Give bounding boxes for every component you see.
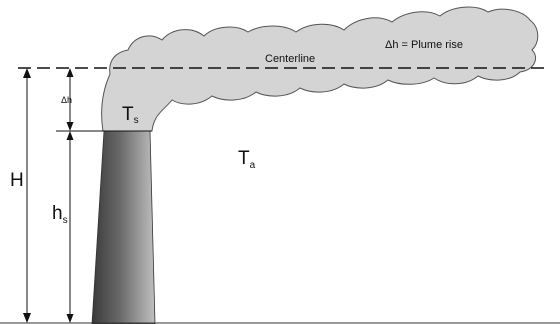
- stack-temperature-subscript: s: [134, 115, 139, 126]
- stack-height-symbol: h: [52, 203, 63, 224]
- ambient-temperature-subscript: a: [250, 160, 256, 171]
- stack-temperature-label: Ts: [122, 104, 139, 126]
- smoke-plume: [101, 6, 539, 132]
- delta-h-label: Δh: [61, 95, 72, 105]
- effective-height-arrow: [23, 68, 31, 323]
- stack-height-subscript: s: [63, 215, 68, 226]
- smokestack: [91, 130, 156, 324]
- centerline-label: Centerline: [265, 53, 315, 65]
- stack-height-label: hs: [52, 203, 68, 226]
- delta-h-arrow: [66, 68, 74, 131]
- plume-rise-label: Δh = Plume rise: [385, 39, 463, 51]
- stack-height-arrow: [66, 131, 74, 323]
- ambient-temperature-label: Ta: [238, 148, 256, 171]
- ambient-temperature-symbol: T: [238, 148, 250, 169]
- effective-height-label: H: [10, 170, 24, 191]
- stack-temperature-symbol: T: [122, 104, 134, 125]
